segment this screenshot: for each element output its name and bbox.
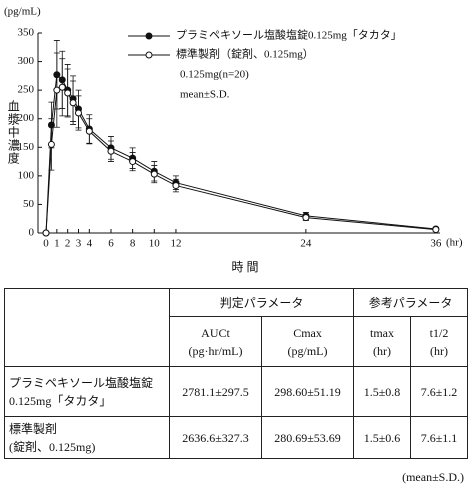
marker <box>69 99 77 107</box>
x-tick-label: 0 <box>43 238 49 250</box>
table-cell: 7.6±1.2 <box>410 366 468 417</box>
marker <box>172 182 180 190</box>
marker <box>85 127 93 135</box>
header-line: (pg·hr/mL) <box>188 343 243 358</box>
table-cell: 7.6±1.1 <box>410 416 468 459</box>
header-line: tmax <box>370 325 395 340</box>
y-tick-label: 350 <box>18 27 35 39</box>
marker <box>302 214 310 222</box>
marker <box>47 140 55 148</box>
y-tick-label: 250 <box>18 84 35 96</box>
marker <box>74 109 82 117</box>
y-tick-label: 300 <box>18 55 35 67</box>
header-line: (hr) <box>430 343 448 358</box>
table-cell: 2636.6±327.3 <box>168 416 263 459</box>
label-line: (錠剤、0.125mg) <box>9 439 96 454</box>
y-title: 血漿中濃度 <box>6 100 20 165</box>
table-cell: 280.69±53.69 <box>261 416 355 459</box>
header-line: (hr) <box>373 343 392 358</box>
x-tick-label: 4 <box>87 238 93 250</box>
label-line: 0.125mg「タカタ」 <box>9 393 112 408</box>
group-header: 参考パラメータ <box>353 288 468 317</box>
header-line: t1/2 <box>429 325 449 340</box>
table-note: (mean±S.D.) <box>402 470 464 484</box>
table-cell: 1.5±0.8 <box>353 366 411 417</box>
legend-label: プラミペキソール塩酸塩錠0.125mg「タカタ」 <box>176 28 402 42</box>
column-header: tmax (hr) <box>353 316 411 367</box>
column-header: Cmax (pg/mL) <box>261 316 355 367</box>
marker <box>107 147 115 155</box>
corner <box>4 288 170 367</box>
row-label: 標準製剤 (錠剤、0.125mg) <box>4 416 170 459</box>
legend-label: 標準製剤（錠剤、0.125mg） <box>176 47 314 61</box>
marker <box>64 89 72 97</box>
row-label: プラミペキソール塩酸塩錠 0.125mg「タカタ」 <box>4 366 170 417</box>
x-tick-label: 3 <box>76 238 82 250</box>
x-tick-label: 12 <box>170 238 181 250</box>
label-line: 標準製剤 <box>9 421 58 436</box>
y-unit: (pg/mL) <box>4 6 41 18</box>
header-line: (pg/mL) <box>287 343 328 358</box>
annotation: 0.125mg(n=20) <box>180 69 249 81</box>
chart: (pg/mL) 血漿中濃度 時 間 (hr) 0.125mg(n=20) mea… <box>4 6 463 274</box>
column-header: t1/2 (hr) <box>410 316 468 367</box>
x-tick-label: 10 <box>149 238 161 250</box>
table-row: 標準製剤 (錠剤、0.125mg) 2636.6±327.3 280.69±53.69… <box>4 416 468 459</box>
column-header: AUCt (pg·hr/mL) <box>168 316 263 367</box>
table-cell: 298.60±51.19 <box>261 366 355 417</box>
x-tick-label: 36 <box>430 238 442 250</box>
legend-marker <box>145 51 153 59</box>
x-tick-label: 6 <box>108 238 114 250</box>
x-title: 時 間 <box>231 260 258 274</box>
marker <box>58 83 66 91</box>
y-tick-label: 200 <box>18 112 35 124</box>
x-tick-label: 1 <box>54 238 60 250</box>
label-line: プラミペキソール塩酸塩錠 <box>9 375 154 390</box>
x-tick-label: 2 <box>65 238 71 250</box>
annotation: mean±S.D. <box>180 89 230 101</box>
table-cell: 2781.1±297.5 <box>168 366 263 417</box>
y-tick-label: 150 <box>18 141 35 153</box>
series-line <box>45 86 436 234</box>
header-line: AUCt <box>201 325 230 340</box>
x-tick-label: 8 <box>130 238 136 250</box>
pk-table: 判定パラメータ 参考パラメータ AUCt (pg·hr/mL) Cmax (pg/mL… <box>4 288 468 459</box>
x-unit: (hr) <box>446 237 463 249</box>
marker <box>42 229 50 237</box>
y-tick-label: 0 <box>29 227 35 239</box>
y-tick-label: 100 <box>18 169 35 181</box>
series-line <box>45 73 436 234</box>
x-tick-label: 24 <box>300 238 312 250</box>
table-cell: 1.5±0.6 <box>353 416 411 459</box>
header-line: Cmax <box>293 325 322 340</box>
group-header: 判定パラメータ <box>168 288 355 317</box>
marker <box>432 226 440 234</box>
marker <box>150 170 158 178</box>
legend-marker <box>145 32 153 40</box>
marker <box>53 86 61 94</box>
table-row: プラミペキソール塩酸塩錠 0.125mg「タカタ」 2781.1±297.5 298.… <box>4 366 468 417</box>
y-tick-label: 50 <box>23 198 35 210</box>
marker <box>129 158 137 166</box>
